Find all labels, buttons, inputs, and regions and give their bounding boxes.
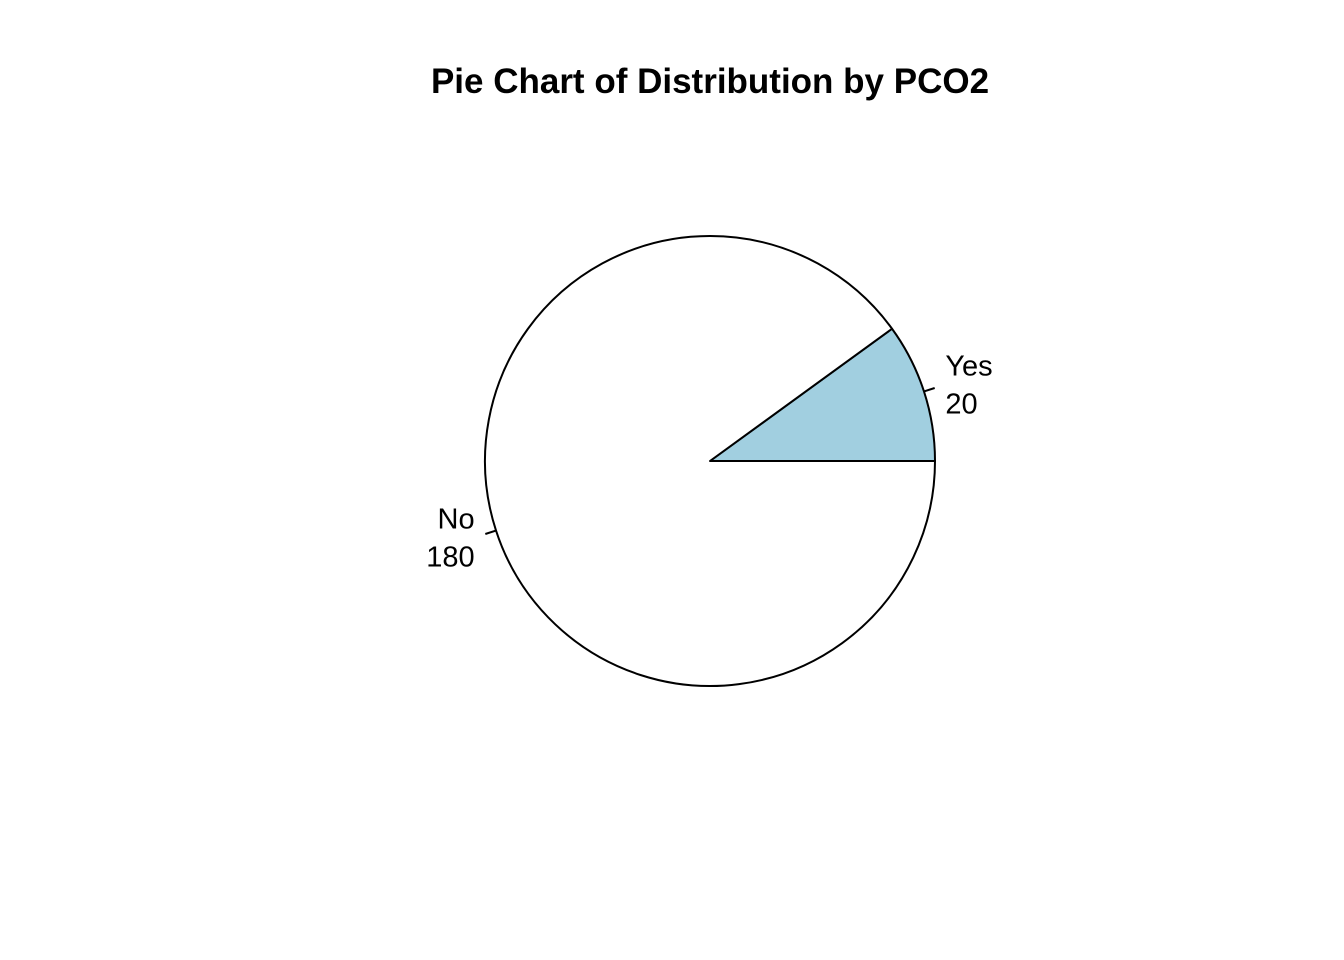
pie-slice-value-yes: 20 <box>945 389 977 421</box>
pie-slice-yes <box>709 327 936 462</box>
pie-label-tick-yes <box>923 387 935 393</box>
pie-slice-label-no: No <box>438 503 475 535</box>
pie-slice-label-yes: Yes <box>945 351 992 383</box>
pie-label-tick-no <box>485 529 497 535</box>
pie-slice-value-no: 180 <box>426 541 474 573</box>
chart-title: Pie Chart of Distribution by PCO2 <box>431 62 989 101</box>
pie-slice-no <box>484 235 936 687</box>
